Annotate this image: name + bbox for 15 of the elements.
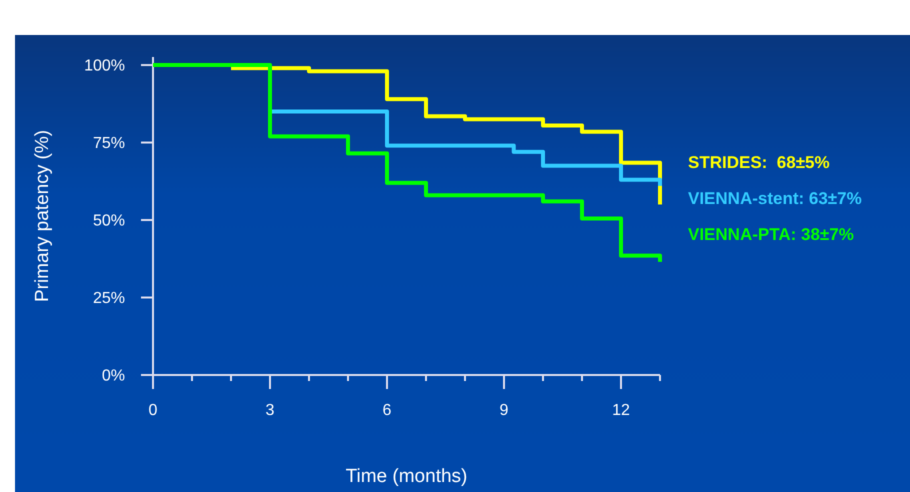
series-label: STRIDES: 68±5% (688, 152, 830, 172)
series-label: VIENNA-PTA: 38±7% (688, 224, 854, 244)
x-tick-label: 12 (612, 402, 630, 419)
y-tick-label: 75% (92, 135, 125, 152)
y-axis-title: Primary patency (%) (32, 130, 53, 302)
x-tick-label: 6 (382, 402, 392, 419)
x-tick-label: 3 (266, 402, 275, 419)
y-tick-label: 0% (102, 368, 125, 385)
x-tick-label: 9 (500, 402, 509, 419)
series-label: VIENNA-stent: 63±7% (688, 188, 862, 208)
x-axis-title: Time (months) (346, 466, 468, 487)
y-tick-label: 25% (92, 290, 125, 308)
x-tick-label: 0 (148, 402, 158, 419)
y-tick-label: 100% (84, 58, 125, 75)
y-tick-label: 50% (92, 212, 125, 230)
